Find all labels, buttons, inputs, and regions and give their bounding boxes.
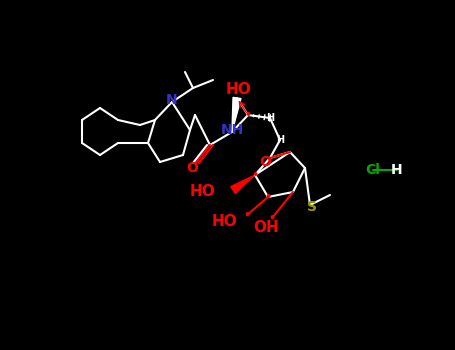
Text: NH: NH [220,123,243,137]
Text: OH: OH [253,220,279,236]
Text: H: H [391,163,403,177]
Text: •: • [243,210,251,220]
Text: S: S [307,200,317,214]
Text: HO: HO [226,83,252,98]
Text: Cl: Cl [365,163,380,177]
Text: H: H [276,135,284,145]
Text: •: • [252,170,258,180]
Text: •: • [268,213,276,223]
Text: HO: HO [211,215,237,230]
Text: HO: HO [189,184,215,200]
Text: O: O [259,155,271,169]
Polygon shape [231,175,255,193]
Text: •: • [244,110,252,120]
Text: •: • [264,192,272,202]
Text: H: H [266,113,274,123]
Polygon shape [232,97,241,132]
Text: O: O [186,161,198,175]
Text: N: N [166,93,178,107]
